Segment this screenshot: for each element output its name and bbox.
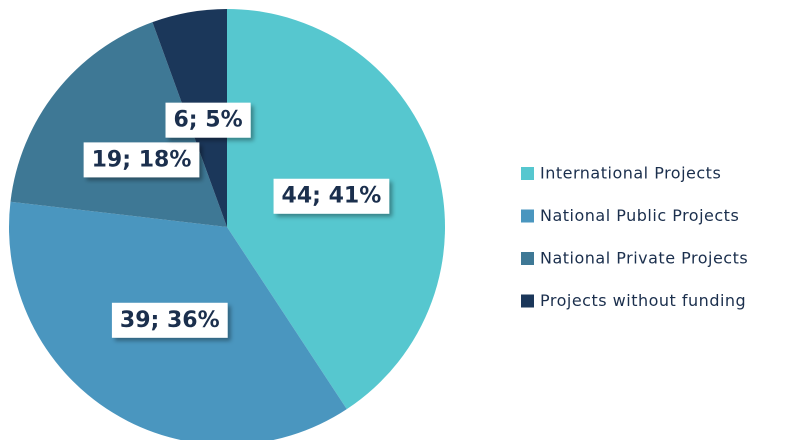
label-box	[165, 102, 251, 138]
label-box	[83, 142, 200, 178]
data-label: 39; 36%	[111, 302, 228, 338]
data-label-text: 39; 36%	[120, 308, 220, 333]
legend-swatch	[521, 252, 534, 265]
legend-label: International Projects	[540, 164, 721, 183]
legend-swatch	[521, 209, 534, 223]
legend-label: National Public Projects	[540, 206, 739, 225]
data-label: 6; 5%	[165, 102, 251, 138]
data-label-text: 44; 41%	[282, 184, 382, 209]
data-label-text: 6; 5%	[174, 108, 243, 133]
label-box	[111, 302, 228, 338]
legend-label: National Private Projects	[540, 249, 748, 268]
data-label: 19; 18%	[83, 142, 200, 178]
data-label: 44; 41%	[273, 178, 390, 214]
data-label-text: 19; 18%	[92, 147, 192, 172]
label-box	[273, 178, 390, 214]
legend-label: Projects without funding	[540, 291, 746, 310]
legend-swatch	[521, 167, 534, 180]
legend-swatch	[521, 294, 534, 308]
